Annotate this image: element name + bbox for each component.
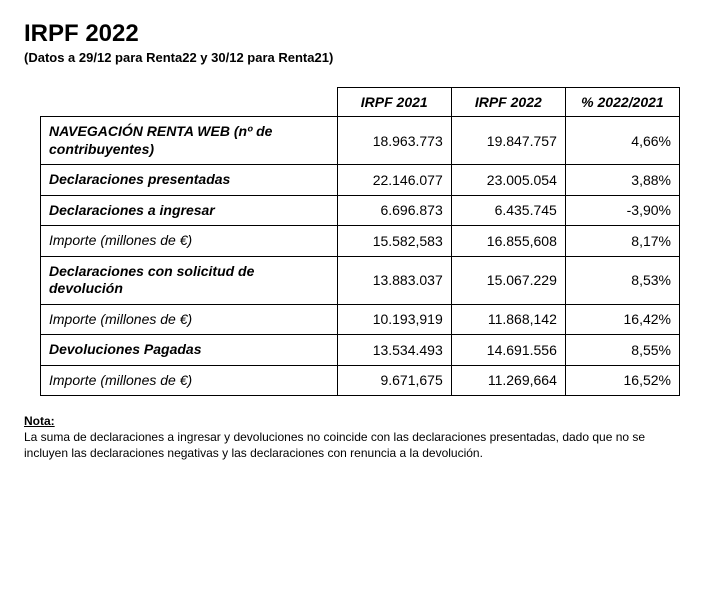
header-blank [41, 88, 338, 117]
cell-v1: 9.671,675 [337, 365, 451, 396]
cell-v1: 13.534.493 [337, 335, 451, 366]
col-header-2021: IRPF 2021 [337, 88, 451, 117]
row-label: Declaraciones a ingresar [41, 195, 338, 226]
row-label: Importe (millones de €) [41, 365, 338, 396]
irpf-table: IRPF 2021 IRPF 2022 % 2022/2021 NAVEGACI… [40, 87, 680, 396]
cell-v1: 18.963.773 [337, 117, 451, 165]
cell-v2: 15.067.229 [451, 256, 565, 304]
cell-v2: 23.005.054 [451, 165, 565, 196]
table-row: Devoluciones Pagadas13.534.49314.691.556… [41, 335, 680, 366]
row-label: Importe (millones de €) [41, 226, 338, 257]
cell-v2: 11.269,664 [451, 365, 565, 396]
note-heading: Nota: [24, 414, 696, 428]
cell-v1: 15.582,583 [337, 226, 451, 257]
cell-pct: 8,53% [565, 256, 679, 304]
header-row: IRPF 2021 IRPF 2022 % 2022/2021 [41, 88, 680, 117]
page-title: IRPF 2022 [24, 20, 696, 48]
cell-v1: 13.883.037 [337, 256, 451, 304]
table-row: Importe (millones de €)9.671,67511.269,6… [41, 365, 680, 396]
row-label: Devoluciones Pagadas [41, 335, 338, 366]
page-subtitle: (Datos a 29/12 para Renta22 y 30/12 para… [24, 50, 696, 65]
cell-pct: 4,66% [565, 117, 679, 165]
table-row: Declaraciones con solicitud de devolució… [41, 256, 680, 304]
table-row: Importe (millones de €)10.193,91911.868,… [41, 304, 680, 335]
col-header-pct: % 2022/2021 [565, 88, 679, 117]
cell-pct: 8,55% [565, 335, 679, 366]
cell-pct: 3,88% [565, 165, 679, 196]
cell-v1: 10.193,919 [337, 304, 451, 335]
cell-v2: 19.847.757 [451, 117, 565, 165]
cell-pct: 8,17% [565, 226, 679, 257]
row-label: NAVEGACIÓN RENTA WEB (nº de contribuyent… [41, 117, 338, 165]
row-label: Declaraciones presentadas [41, 165, 338, 196]
row-label: Declaraciones con solicitud de devolució… [41, 256, 338, 304]
cell-v2: 6.435.745 [451, 195, 565, 226]
table-row: Declaraciones presentadas22.146.07723.00… [41, 165, 680, 196]
cell-pct: -3,90% [565, 195, 679, 226]
note-body: La suma de declaraciones a ingresar y de… [24, 430, 684, 461]
row-label: Importe (millones de €) [41, 304, 338, 335]
table-row: Declaraciones a ingresar6.696.8736.435.7… [41, 195, 680, 226]
cell-v2: 16.855,608 [451, 226, 565, 257]
cell-v2: 14.691.556 [451, 335, 565, 366]
cell-v1: 22.146.077 [337, 165, 451, 196]
cell-pct: 16,52% [565, 365, 679, 396]
col-header-2022: IRPF 2022 [451, 88, 565, 117]
table-row: Importe (millones de €)15.582,58316.855,… [41, 226, 680, 257]
cell-v2: 11.868,142 [451, 304, 565, 335]
table-row: NAVEGACIÓN RENTA WEB (nº de contribuyent… [41, 117, 680, 165]
cell-pct: 16,42% [565, 304, 679, 335]
cell-v1: 6.696.873 [337, 195, 451, 226]
table-body: NAVEGACIÓN RENTA WEB (nº de contribuyent… [41, 117, 680, 396]
